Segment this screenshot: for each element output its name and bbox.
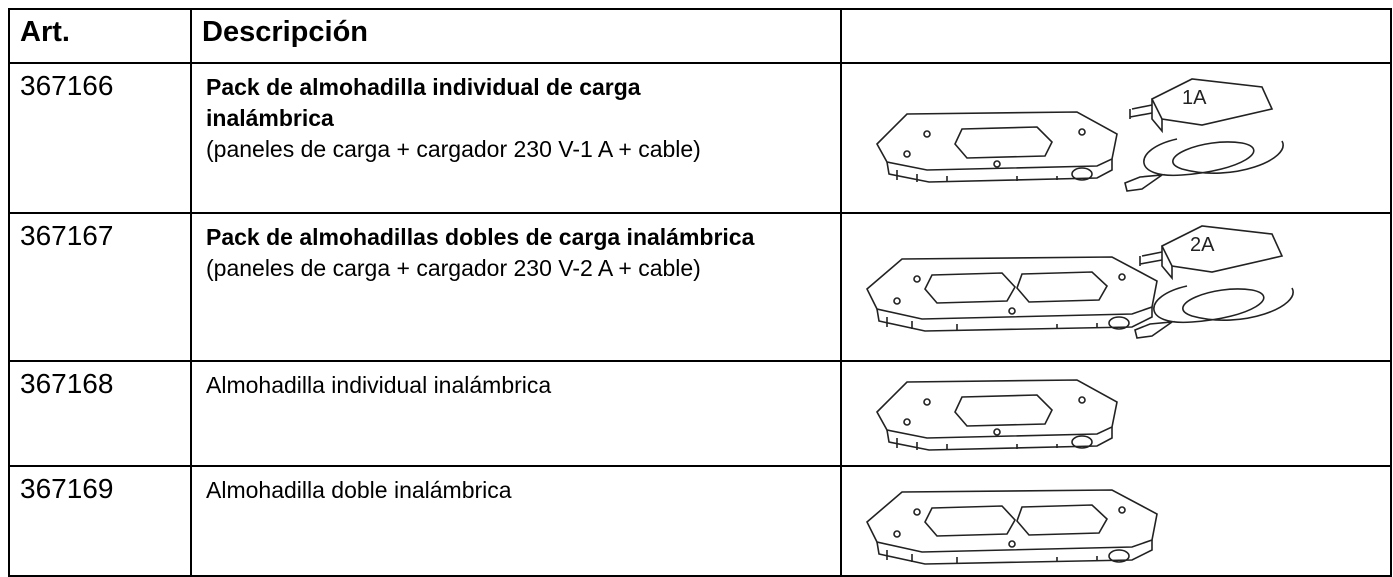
product-title: Pack de almohadilla individual de carga … — [206, 74, 641, 131]
product-image: 1A — [840, 62, 1392, 214]
row: 367166 Pack de almohadilla individual de… — [8, 62, 1392, 214]
description: Pack de almohadilla individual de carga … — [190, 62, 842, 214]
art-number: 367169 — [8, 465, 192, 577]
art-number: 367168 — [8, 360, 192, 467]
art-number: 367167 — [8, 212, 192, 362]
product-title: Pack de almohadillas dobles de carga ina… — [206, 224, 755, 250]
product-image — [840, 465, 1392, 577]
product-image: 2A — [840, 212, 1392, 362]
row: 367167 Pack de almohadillas dobles de ca… — [8, 212, 1392, 362]
product-name: Almohadilla doble inalámbrica — [206, 477, 512, 503]
product-image — [840, 360, 1392, 467]
row: 367169 Almohadilla doble inalámbrica — [8, 465, 1392, 577]
header-row: Art. Descripción — [8, 8, 1392, 64]
product-detail: (paneles de carga + cargador 230 V-1 A +… — [206, 136, 701, 162]
art-number: 367166 — [8, 62, 192, 214]
illustration: 2A — [866, 225, 1294, 339]
illustration — [876, 379, 1118, 451]
charger-label: 2A — [1190, 234, 1215, 256]
row: 367168 Almohadilla individual inalámbric… — [8, 360, 1392, 467]
header-image — [840, 8, 1392, 64]
illustration — [866, 489, 1158, 565]
description: Almohadilla individual inalámbrica — [190, 360, 842, 467]
charger-label: 1A — [1182, 87, 1207, 109]
product-name: Almohadilla individual inalámbrica — [206, 372, 552, 398]
description: Pack de almohadillas dobles de carga ina… — [190, 212, 842, 362]
illustration: 1A — [876, 78, 1284, 192]
description: Almohadilla doble inalámbrica — [190, 465, 842, 577]
header-art: Art. — [8, 8, 192, 64]
product-table: Art. Descripción 367166 Pack de almohadi… — [8, 8, 1392, 577]
product-detail: (paneles de carga + cargador 230 V-2 A +… — [206, 255, 701, 281]
header-description: Descripción — [190, 8, 842, 64]
